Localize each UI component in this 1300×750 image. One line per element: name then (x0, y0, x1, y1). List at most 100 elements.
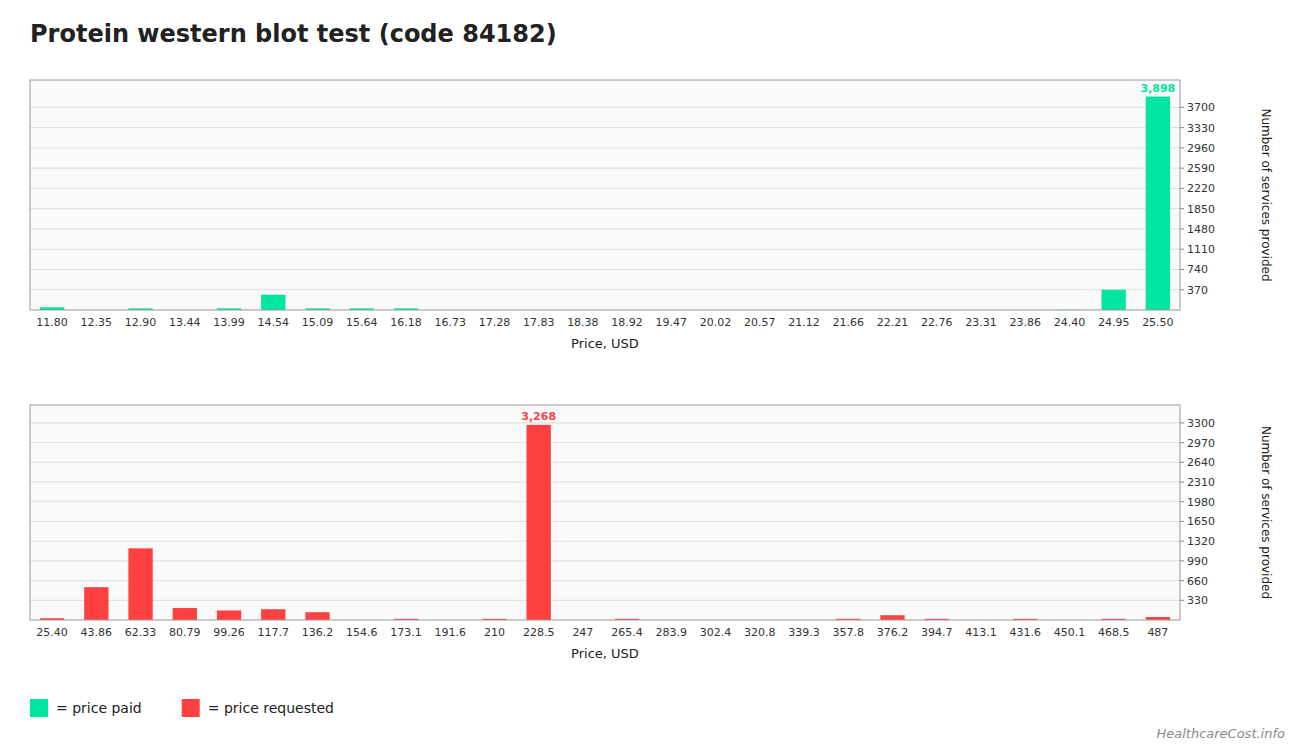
x-tick-label: 12.90 (125, 316, 157, 329)
y-tick-label: 330 (1187, 594, 1208, 607)
x-tick-label: 17.28 (479, 316, 511, 329)
grid-line (30, 127, 1180, 128)
bar (1101, 290, 1125, 310)
y-tick (1180, 188, 1184, 189)
y-tick-label: 2310 (1187, 476, 1215, 489)
grid-line (30, 228, 1180, 229)
x-tick-label: 24.40 (1054, 316, 1086, 329)
x-tick-label: 80.79 (169, 626, 201, 639)
y-tick-label: 3300 (1187, 417, 1215, 430)
x-tick-label: 13.99 (213, 316, 245, 329)
x-tick-label: 21.66 (833, 316, 865, 329)
plot-background (30, 405, 1180, 620)
grid-line (30, 147, 1180, 148)
plot-background (30, 80, 1180, 310)
x-tick-label: 12.35 (81, 316, 113, 329)
x-tick-label: 247 (572, 626, 593, 639)
chart-title: Protein western blot test (code 84182) (30, 20, 557, 48)
grid-line (30, 422, 1180, 423)
x-tick-label: 468.5 (1098, 626, 1130, 639)
chart-canvas: Protein western blot test (code 84182) 37… (0, 0, 1300, 750)
bar (1146, 97, 1170, 310)
y-tick (1180, 521, 1184, 522)
x-axis-label: Price, USD (571, 336, 639, 351)
x-tick-label: 15.09 (302, 316, 334, 329)
grid-line (30, 501, 1180, 502)
x-tick-label: 14.54 (258, 316, 290, 329)
y-tick-label: 740 (1187, 263, 1208, 276)
x-tick-label: 431.6 (1009, 626, 1041, 639)
y-tick (1180, 422, 1184, 423)
y-tick-label: 1980 (1187, 496, 1215, 509)
watermark: HealthcareCost.info (1156, 726, 1285, 741)
x-tick-label: 265.4 (611, 626, 643, 639)
x-tick-label: 394.7 (921, 626, 953, 639)
grid-line (30, 208, 1180, 209)
x-tick-label: 22.76 (921, 316, 953, 329)
y-tick (1180, 208, 1184, 209)
grid-line (30, 600, 1180, 601)
x-tick-label: 302.4 (700, 626, 732, 639)
x-tick-label: 23.31 (965, 316, 997, 329)
grid-line (30, 289, 1180, 290)
x-tick-label: 18.38 (567, 316, 599, 329)
x-tick-label: 210 (484, 626, 505, 639)
x-tick-label: 191.6 (434, 626, 466, 639)
x-tick-label: 339.3 (788, 626, 820, 639)
x-tick-label: 23.86 (1009, 316, 1041, 329)
x-tick-label: 22.21 (877, 316, 909, 329)
x-tick-label: 320.8 (744, 626, 776, 639)
x-tick-label: 450.1 (1054, 626, 1086, 639)
x-tick-label: 11.80 (36, 316, 68, 329)
y-tick-label: 1110 (1187, 243, 1215, 256)
plot-frame (30, 80, 1180, 310)
y-tick (1180, 127, 1184, 128)
x-axis-label: Price, USD (571, 646, 639, 661)
grid-line (30, 560, 1180, 561)
legend-entry: = price requested (208, 700, 334, 716)
y-tick (1180, 600, 1184, 601)
plot-area (30, 80, 1184, 310)
x-tick-label: 43.86 (81, 626, 113, 639)
bar (526, 425, 550, 620)
x-tick-label: 20.02 (700, 316, 732, 329)
x-tick-label: 25.40 (36, 626, 68, 639)
bar (305, 612, 329, 620)
bars (40, 97, 1170, 310)
bar (261, 295, 285, 310)
peak-annotation: 3,898 (1140, 82, 1175, 95)
grid-line (30, 168, 1180, 169)
bar (173, 608, 197, 620)
bar (261, 609, 285, 620)
y-axis-label: Number of services provided (1259, 108, 1273, 281)
y-axis-label: Number of services provided (1259, 426, 1273, 599)
x-tick-label: 487 (1147, 626, 1168, 639)
y-tick (1180, 501, 1184, 502)
grid-line (30, 442, 1180, 443)
y-tick-label: 2220 (1187, 182, 1215, 195)
x-tick-label: 15.64 (346, 316, 378, 329)
plot-frame (30, 405, 1180, 620)
legend-swatch (182, 699, 200, 717)
y-tick (1180, 560, 1184, 561)
y-tick-label: 3700 (1187, 101, 1215, 114)
x-tick-label: 357.8 (833, 626, 865, 639)
x-tick-label: 24.95 (1098, 316, 1130, 329)
x-tick-label: 228.5 (523, 626, 555, 639)
y-tick (1180, 107, 1184, 108)
x-tick-label: 117.7 (258, 626, 290, 639)
bars (40, 425, 1170, 620)
y-tick-label: 990 (1187, 555, 1208, 568)
grid-line (30, 521, 1180, 522)
grid-line (30, 188, 1180, 189)
y-tick-label: 2960 (1187, 142, 1215, 155)
y-tick (1180, 249, 1184, 250)
y-tick (1180, 580, 1184, 581)
legend-entry: = price paid (56, 700, 142, 716)
y-tick (1180, 462, 1184, 463)
x-tick-label: 283.9 (656, 626, 688, 639)
y-tick (1180, 269, 1184, 270)
peak-annotation: 3,268 (521, 410, 556, 423)
x-tick-label: 99.26 (213, 626, 245, 639)
x-tick-label: 16.73 (434, 316, 466, 329)
